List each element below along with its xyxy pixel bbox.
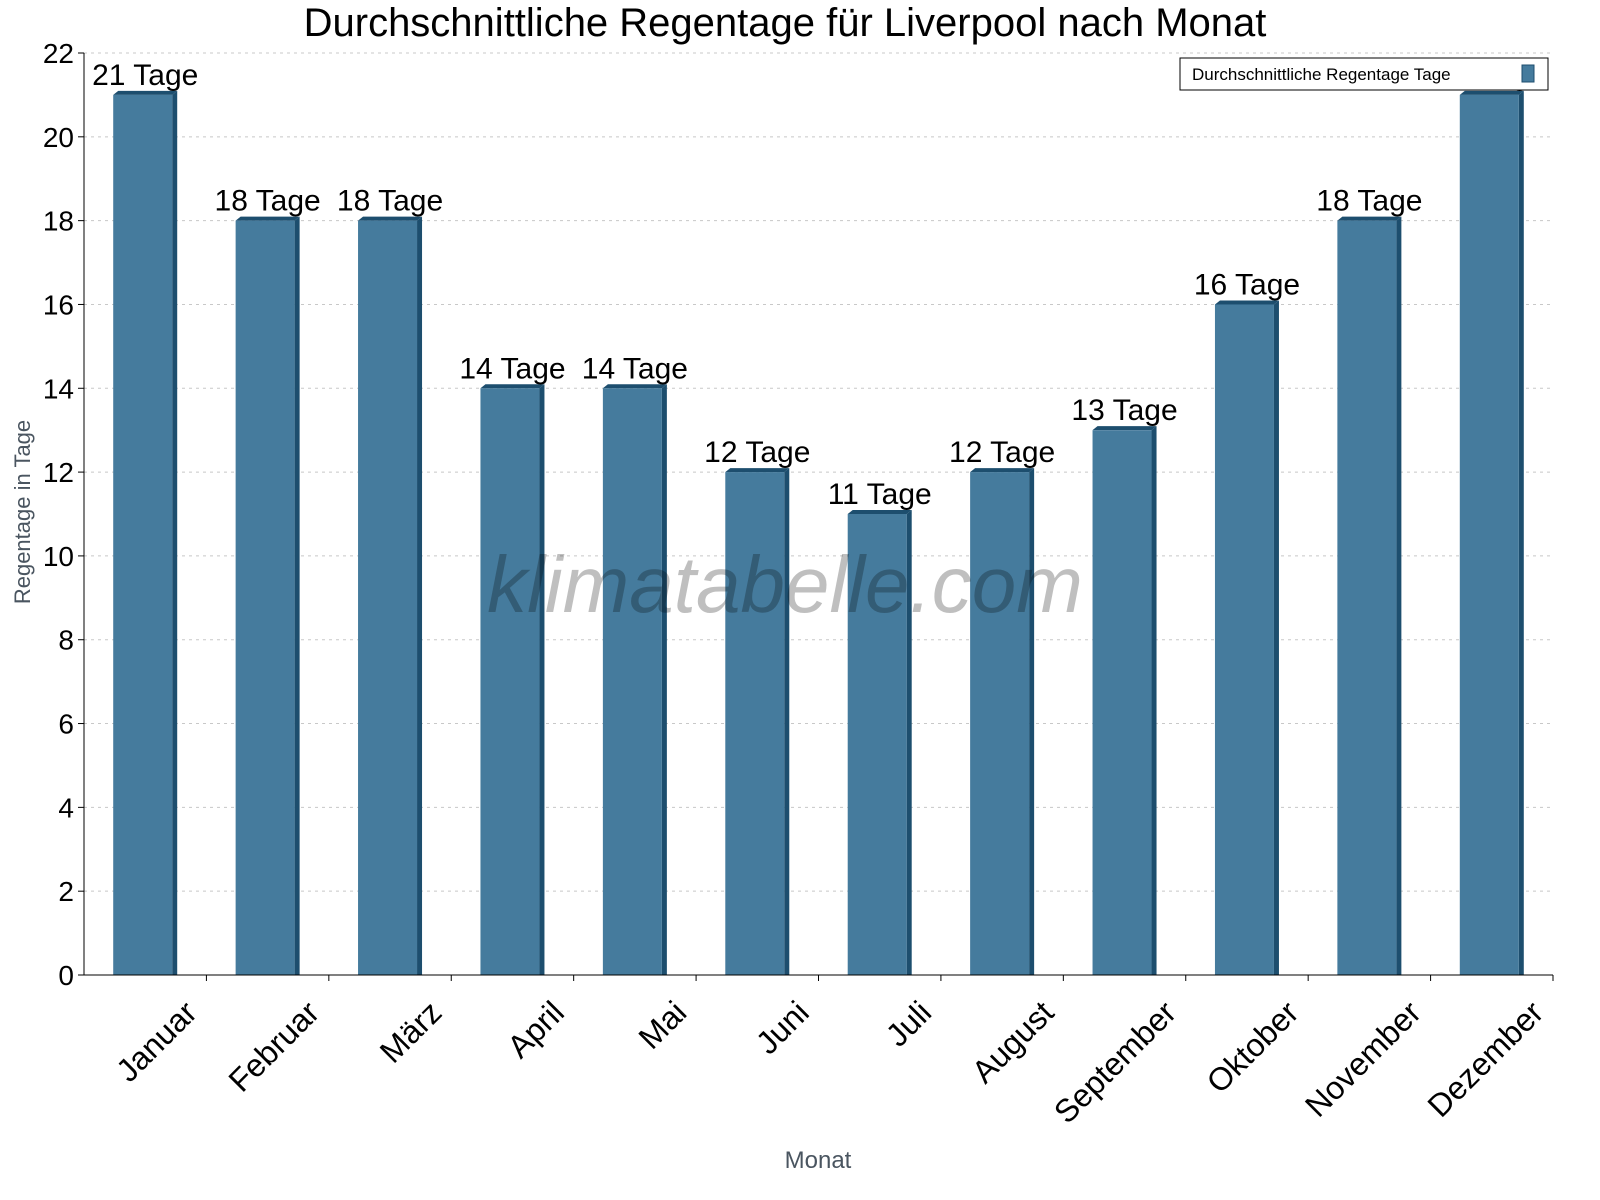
x-tick-label: Januar (109, 994, 204, 1089)
y-axis-label: Regentage in Tage (10, 420, 35, 604)
bar (113, 94, 173, 976)
bar-side (1029, 468, 1035, 975)
bar (1092, 430, 1152, 975)
watermark: klimatabelle.com (487, 540, 1083, 629)
y-tick-label: 22 (43, 38, 74, 69)
bar (970, 472, 1030, 975)
x-tick-label: Juli (879, 994, 938, 1053)
y-tick-label: 2 (58, 876, 74, 907)
bar (725, 472, 785, 975)
bar-side (172, 90, 178, 976)
bar (602, 388, 662, 976)
x-tick-label: Mai (631, 994, 693, 1056)
bar (847, 514, 907, 975)
bar-top (1092, 426, 1157, 431)
legend: Durchschnittliche Regentage Tage (1179, 57, 1549, 91)
y-tick-label: 16 (43, 289, 74, 320)
bar-side (294, 216, 300, 976)
legend-label: Durchschnittliche Regentage Tage (1192, 65, 1451, 84)
y-tick-label: 18 (43, 206, 74, 237)
data-label: 13 Tage (1071, 394, 1177, 427)
y-tick-label: 4 (58, 792, 74, 823)
x-tick-label: Juni (749, 994, 816, 1061)
bar-top (1459, 90, 1524, 95)
data-label: 16 Tage (1194, 268, 1300, 301)
x-tick-label: April (500, 994, 571, 1065)
bar-side (417, 216, 423, 976)
y-tick-label: 0 (58, 960, 74, 991)
bar-top (602, 384, 667, 389)
bar-top (358, 216, 423, 221)
x-tick-label: Dezember (1420, 994, 1550, 1124)
y-tick-label: 12 (43, 457, 74, 488)
y-tick-label: 20 (43, 122, 74, 153)
bar-side (539, 384, 545, 976)
bar (235, 220, 295, 976)
bars (113, 90, 1524, 976)
data-label: 18 Tage (1316, 185, 1422, 218)
x-tick-label: Oktober (1200, 994, 1306, 1100)
data-label: 18 Tage (215, 185, 321, 218)
y-tick-label: 14 (43, 373, 74, 404)
x-tick-label: September (1047, 994, 1183, 1130)
x-tick-label: August (965, 994, 1061, 1090)
data-label: 21 Tage (92, 59, 198, 92)
legend-box (1179, 57, 1549, 91)
bar-top (1337, 216, 1402, 221)
legend-swatch (1521, 64, 1535, 83)
bar (480, 388, 540, 976)
y-tick-label: 6 (58, 709, 74, 740)
bar (1214, 304, 1274, 975)
bar-side (906, 510, 912, 975)
bar (358, 220, 418, 976)
bar-top (847, 510, 912, 514)
bar-side (1396, 216, 1402, 976)
data-labels: 21 Tage 18 Tage 18 Tage 14 Tage 14 Tage 12 Ta… (92, 59, 1545, 511)
chart-title: Durchschnittliche Regentage für Liverpoo… (304, 1, 1267, 45)
bar-side (784, 468, 790, 975)
x-tick-label: November (1298, 994, 1428, 1124)
bar-top (1214, 300, 1279, 305)
data-label: 14 Tage (582, 352, 688, 385)
y-tick-label: 10 (43, 541, 74, 572)
bar-side (661, 384, 667, 976)
x-axis-label: Monat (785, 1147, 852, 1174)
bar-side (1273, 300, 1279, 975)
data-label: 11 Tage (828, 478, 932, 511)
bar-top (480, 384, 545, 389)
data-label: 12 Tage (704, 436, 810, 469)
bar-top (970, 468, 1035, 473)
bar-top (113, 90, 178, 95)
x-tick-label: Februar (221, 994, 326, 1099)
data-label: 14 Tage (459, 352, 565, 385)
y-tick-label: 8 (58, 625, 74, 656)
bar (1459, 94, 1519, 976)
bar (1337, 220, 1397, 976)
bar-side (1518, 90, 1524, 976)
data-label: 18 Tage (337, 185, 443, 218)
bar-top (725, 468, 790, 473)
bar-side (1151, 426, 1157, 975)
bar-top (235, 216, 300, 221)
x-tick-label: März (373, 994, 449, 1070)
data-label: 12 Tage (949, 436, 1055, 469)
